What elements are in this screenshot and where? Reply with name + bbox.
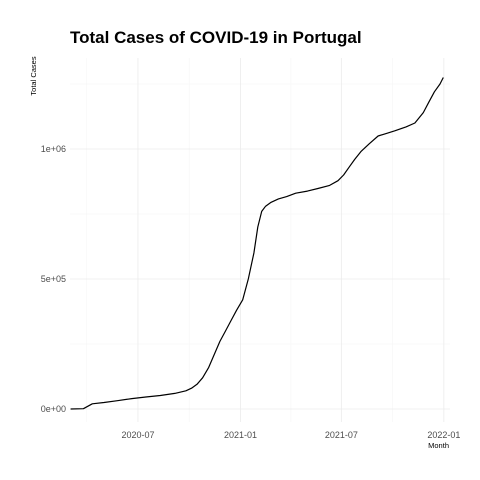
major-grid — [70, 58, 450, 422]
x-tick-label: 2022-01 — [427, 430, 460, 440]
x-tick-label: 2020-07 — [121, 430, 154, 440]
x-axis-title: Month — [428, 441, 449, 450]
y-axis-title: Total Cases — [29, 56, 38, 95]
series-line-total-cases — [71, 78, 444, 410]
y-tick-label: 5e+05 — [41, 274, 66, 284]
x-tick-labels: 2020-07 2021-01 2021-07 2022-01 — [121, 430, 460, 440]
chart-title: Total Cases of COVID-19 in Portugal — [70, 28, 362, 47]
x-tick-label: 2021-07 — [325, 430, 358, 440]
minor-grid — [70, 58, 450, 422]
y-tick-label: 1e+06 — [41, 144, 66, 154]
y-tick-label: 0e+00 — [41, 404, 66, 414]
x-tick-label: 2021-01 — [224, 430, 257, 440]
y-tick-labels: 0e+00 5e+05 1e+06 — [41, 144, 66, 414]
